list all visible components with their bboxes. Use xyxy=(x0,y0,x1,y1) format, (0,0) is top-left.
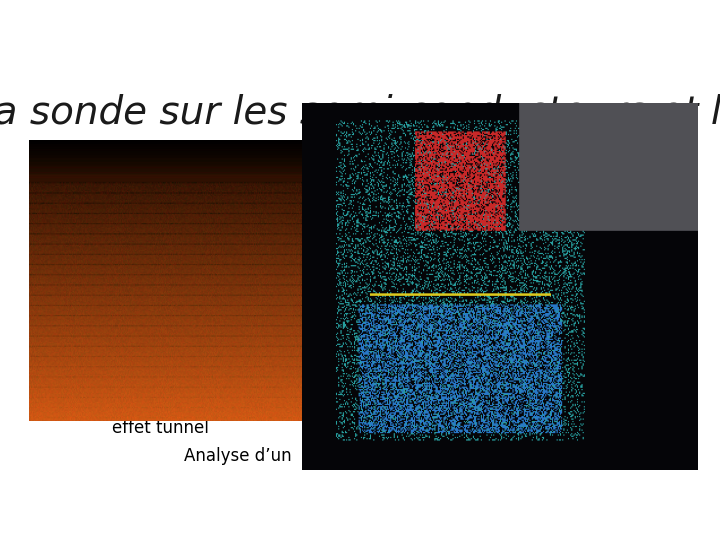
Text: La sonde sur les semi-conducteurs et les
transistors: La sonde sur les semi-conducteurs et les… xyxy=(0,94,720,179)
Text: Surface de silicium au microscope à
effet tunnel: Surface de silicium au microscope à effe… xyxy=(112,395,412,437)
Text: Analyse d’un  transistor par sonde atomique: Analyse d’un transistor par sonde atomiq… xyxy=(184,447,554,465)
